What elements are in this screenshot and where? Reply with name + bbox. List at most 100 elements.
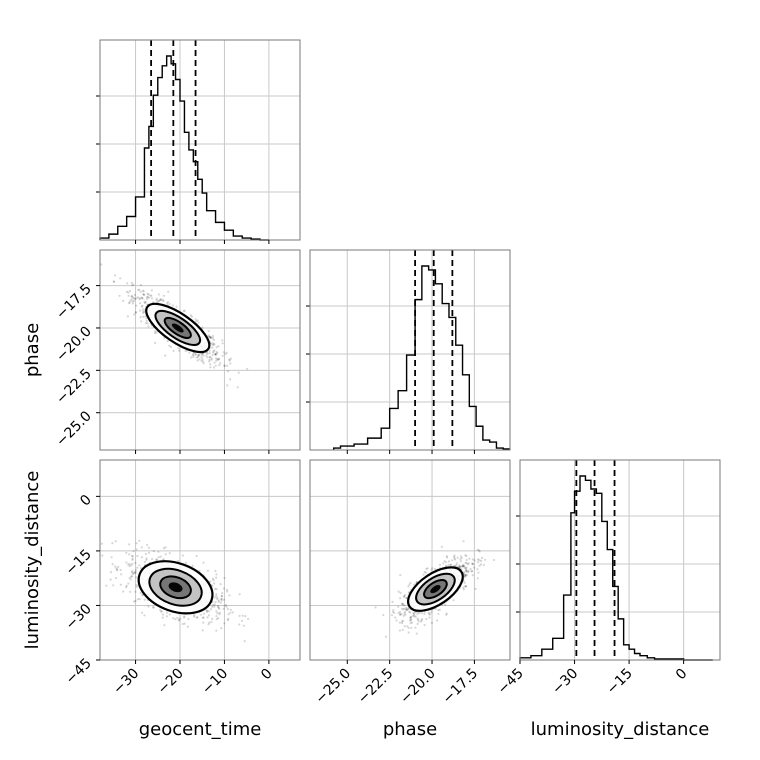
sample-point xyxy=(452,599,455,602)
panel-grid-0-0 xyxy=(96,40,300,240)
sample-point xyxy=(226,619,230,622)
panel-frame-1-1 xyxy=(309,249,511,451)
sample-point xyxy=(465,570,469,573)
sample-point xyxy=(209,366,212,369)
sample-point xyxy=(138,297,141,300)
sample-point xyxy=(209,336,212,339)
sample-point xyxy=(179,617,182,620)
sample-point xyxy=(161,299,164,302)
sample-point xyxy=(212,350,215,353)
sample-point xyxy=(212,366,215,369)
sample-point xyxy=(223,365,226,368)
sample-point xyxy=(143,300,146,303)
sample-point xyxy=(195,616,198,619)
sample-point xyxy=(205,610,209,614)
sample-point xyxy=(221,592,224,595)
sample-point xyxy=(206,609,209,613)
sample-point xyxy=(211,617,214,621)
sample-point xyxy=(143,598,146,601)
sample-point xyxy=(223,622,226,625)
sample-point xyxy=(238,593,241,596)
sample-point xyxy=(141,304,144,307)
sample-point xyxy=(168,552,171,555)
sample-point xyxy=(141,289,144,292)
sample-point xyxy=(211,346,214,349)
sample-point xyxy=(211,577,214,581)
sample-point xyxy=(163,624,166,627)
density-contour-3 xyxy=(168,582,183,593)
sample-point xyxy=(197,353,200,356)
sample-point xyxy=(430,621,433,625)
sample-point xyxy=(453,554,456,557)
sample-point xyxy=(138,298,141,301)
sample-point xyxy=(478,559,481,562)
sample-point xyxy=(131,558,134,561)
sample-point xyxy=(407,607,410,611)
sample-point xyxy=(130,575,133,578)
sample-point xyxy=(139,316,142,319)
sample-point xyxy=(228,359,231,362)
sample-point xyxy=(208,335,211,338)
sample-point xyxy=(476,558,480,561)
panel-frame-2-0 xyxy=(99,459,301,661)
sample-point xyxy=(141,297,144,300)
sample-point xyxy=(159,608,162,611)
sample-point xyxy=(132,297,136,300)
sample-point xyxy=(399,591,402,595)
sample-point xyxy=(128,553,131,556)
sample-point xyxy=(111,563,114,566)
sample-point xyxy=(395,619,398,622)
sample-point xyxy=(109,578,112,581)
sample-point xyxy=(142,293,146,296)
sample-point xyxy=(131,554,134,558)
sample-point xyxy=(214,364,217,367)
sample-point xyxy=(165,611,169,614)
sample-point xyxy=(216,596,219,599)
sample-point xyxy=(409,615,412,619)
sample-point xyxy=(217,358,220,361)
panel-frame-0-0 xyxy=(99,39,301,241)
sample-point xyxy=(413,612,416,615)
sample-point xyxy=(398,621,401,624)
sample-point xyxy=(403,604,406,607)
sample-point xyxy=(127,291,130,294)
sample-point xyxy=(196,359,199,362)
sample-point xyxy=(237,371,240,374)
sample-point xyxy=(160,298,163,301)
sample-point xyxy=(119,583,122,586)
sample-point xyxy=(244,615,247,618)
sample-point xyxy=(112,584,115,587)
sample-point xyxy=(214,569,217,573)
sample-point xyxy=(157,293,160,296)
sample-point xyxy=(100,542,104,545)
sample-point xyxy=(143,310,146,314)
sample-point xyxy=(215,346,218,349)
sample-point xyxy=(145,296,148,299)
sample-point xyxy=(132,571,135,575)
sample-point xyxy=(114,274,117,277)
sample-point xyxy=(464,585,467,588)
sample-point xyxy=(445,612,448,615)
sample-point xyxy=(476,577,479,580)
sample-point xyxy=(445,555,448,558)
sample-point xyxy=(430,611,433,614)
sample-point xyxy=(401,607,404,610)
sample-point xyxy=(155,331,158,334)
sample-point xyxy=(141,593,144,596)
sample-point xyxy=(147,546,150,549)
sample-point xyxy=(191,353,194,356)
sample-point xyxy=(463,575,466,578)
sample-point xyxy=(215,576,218,579)
sample-point xyxy=(122,590,125,593)
sample-point xyxy=(403,610,406,614)
sample-point xyxy=(220,627,223,630)
sample-point xyxy=(128,576,131,579)
sample-point xyxy=(405,608,408,611)
sample-point xyxy=(128,301,131,304)
sample-point xyxy=(217,617,220,620)
sample-point xyxy=(215,594,218,598)
sample-point xyxy=(236,386,239,389)
sample-point xyxy=(201,629,204,632)
sample-point xyxy=(407,631,410,634)
